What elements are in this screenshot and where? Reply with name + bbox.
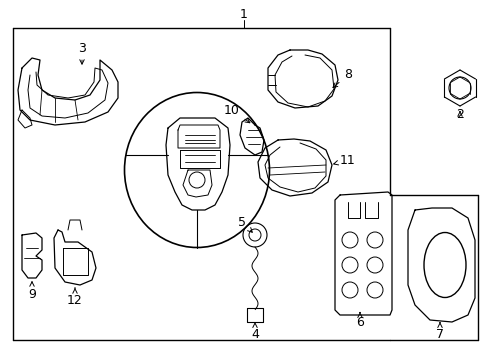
Text: 4: 4 — [250, 323, 259, 342]
Text: 3: 3 — [78, 41, 86, 64]
Text: 5: 5 — [238, 216, 252, 232]
Text: 7: 7 — [435, 323, 443, 342]
Text: 6: 6 — [355, 312, 363, 328]
Text: 1: 1 — [240, 8, 247, 21]
Text: 12: 12 — [67, 288, 82, 306]
Text: 11: 11 — [333, 153, 355, 166]
Text: 8: 8 — [332, 68, 351, 87]
Text: 2: 2 — [455, 108, 463, 122]
Text: 9: 9 — [28, 282, 36, 302]
Text: 10: 10 — [224, 104, 249, 123]
